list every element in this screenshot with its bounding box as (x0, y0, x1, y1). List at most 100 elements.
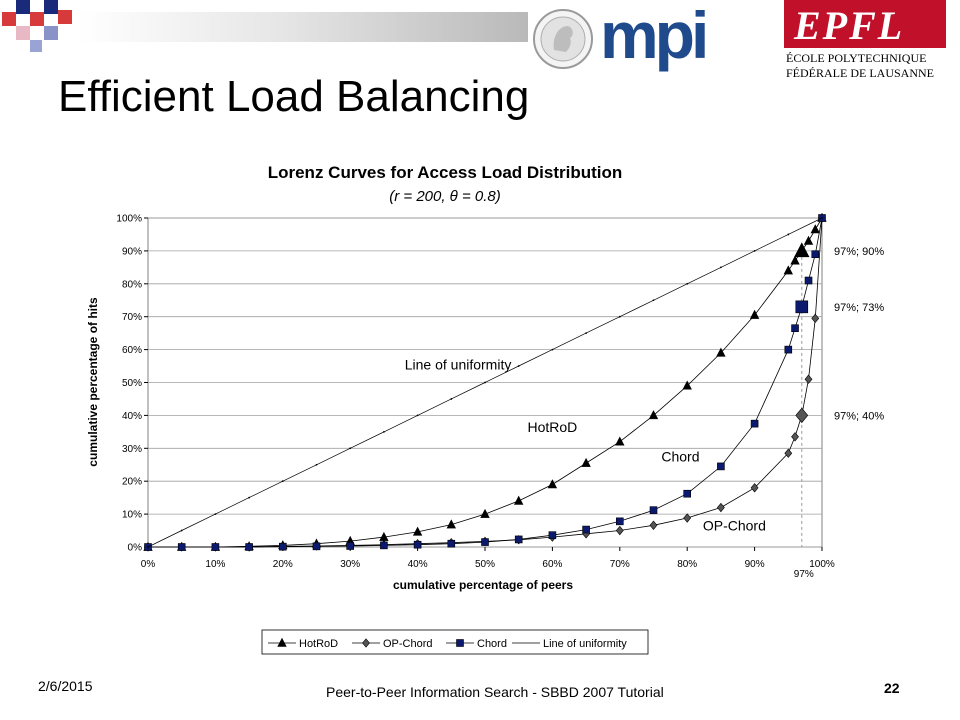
highlight-marker (795, 300, 809, 314)
point-chord (278, 542, 287, 551)
point-chord (615, 517, 624, 526)
legend-marker-chord (456, 639, 464, 647)
point-chord (811, 250, 820, 258)
point-chord (346, 542, 355, 550)
point-hotrod (581, 457, 591, 467)
deco-square (16, 0, 30, 14)
point-hotrod (803, 235, 814, 245)
x-tick-label: 90% (745, 559, 765, 570)
legend-label-line-of-uniformity: Line of uniformity (543, 638, 627, 650)
deco-square (16, 26, 30, 40)
point-line-of-uniformity (450, 398, 453, 400)
annotations: Line of uniformity HotRoD Chord OP-Chord (405, 356, 766, 533)
x-tick-label: 50% (475, 559, 495, 570)
point-chord (481, 538, 489, 546)
x-tick-label: 60% (542, 559, 562, 570)
point-op-chord (811, 313, 820, 324)
deco-square (58, 10, 72, 24)
point-hotrod (480, 508, 490, 518)
deco-square (2, 12, 16, 26)
y-tick-label: 20% (122, 477, 142, 488)
footer-text: Peer-to-Peer Information Search - SBBD 2… (326, 684, 664, 700)
point-chord (548, 531, 557, 539)
x-tick-label: 20% (273, 559, 293, 570)
footer-date: 2/6/2015 (38, 678, 93, 694)
y-tick-label: 90% (122, 246, 142, 257)
point-chord (177, 543, 186, 551)
point-line-of-uniformity (821, 217, 823, 219)
point-chord (750, 419, 759, 428)
point-chord (245, 543, 253, 551)
point-chord (380, 541, 388, 550)
chart-title: Lorenz Curves for Access Load Distributi… (268, 163, 623, 182)
x-tick-label: 80% (677, 559, 697, 570)
point-line-of-uniformity (585, 332, 587, 335)
point-op-chord (804, 374, 813, 384)
highlight-label: 97%; 90% (834, 246, 884, 258)
point-hotrod (682, 380, 692, 390)
deco-square (44, 0, 58, 14)
legend-box (261, 629, 649, 655)
highlights: 97%; 90% 97%; 73% 97%; 40% (794, 242, 884, 424)
legend: HotRoD OP-Chord Chord Line of uniformity (261, 629, 649, 655)
y-tick-label: 40% (122, 411, 142, 422)
point-chord (649, 506, 658, 514)
y-tick-label: 100% (116, 214, 142, 225)
legend-marker-hotrod (277, 637, 287, 647)
x-tick-label: 10% (205, 559, 225, 570)
chart-subtitle: (r = 200, θ = 0.8) (389, 188, 501, 205)
point-op-chord (791, 432, 799, 442)
point-op-chord (784, 448, 793, 458)
point-hotrod (648, 410, 659, 420)
point-hotrod (790, 255, 800, 265)
point-chord (447, 539, 456, 548)
chart-annotation: OP-Chord (703, 518, 766, 534)
point-line-of-uniformity (551, 348, 554, 351)
y-tick-label: 50% (122, 378, 142, 389)
y-tick-label: 30% (122, 444, 142, 455)
point-chord (784, 345, 793, 354)
epfl-line-1: ÉCOLE POLYTECHNIQUE (786, 51, 927, 65)
point-op-chord (717, 502, 725, 513)
point-hotrod (547, 479, 558, 489)
highlight-marker (795, 407, 809, 424)
highlight-label: 97%; 40% (834, 410, 884, 422)
header-gradient-bar (78, 12, 528, 42)
point-op-chord (615, 525, 624, 536)
legend-label-op-chord: OP-Chord (383, 638, 433, 650)
y-tick-label: 60% (122, 345, 142, 356)
point-line-of-uniformity (214, 513, 217, 515)
series (143, 212, 827, 552)
y-tick-label: 70% (122, 312, 142, 323)
x-tick-label: 30% (340, 559, 360, 570)
y-tick-label: 10% (122, 510, 142, 521)
chart-annotation: HotRoD (528, 419, 578, 435)
point-line-of-uniformity (618, 315, 621, 318)
x-tick-label-97: 97% (794, 569, 814, 580)
point-hotrod (615, 436, 625, 446)
point-line-of-uniformity (753, 250, 756, 252)
deco-square (30, 40, 42, 52)
point-chord (413, 540, 422, 549)
legend-label-hotrod: HotRoD (299, 638, 338, 650)
point-line-of-uniformity (147, 546, 149, 548)
point-line-of-uniformity (383, 430, 385, 433)
point-line-of-uniformity (281, 480, 284, 483)
point-hotrod (446, 519, 456, 529)
mpi-logo: mpi (600, 0, 709, 72)
point-line-of-uniformity (416, 414, 419, 417)
point-chord (791, 324, 799, 333)
slide-title: Efficient Load Balancing (58, 72, 530, 121)
deco-square (44, 26, 58, 40)
point-line-of-uniformity (180, 529, 183, 532)
point-chord (514, 535, 523, 544)
epfl-logo: EPFL (784, 0, 946, 48)
point-line-of-uniformity (315, 463, 318, 466)
x-tick-label: 70% (610, 559, 630, 570)
legend-label-chord: Chord (477, 638, 507, 650)
minerva-seal-logo (533, 9, 593, 69)
point-line-of-uniformity (248, 496, 251, 499)
point-line-of-uniformity (484, 381, 486, 384)
deco-square (30, 12, 44, 26)
point-chord (683, 489, 692, 498)
